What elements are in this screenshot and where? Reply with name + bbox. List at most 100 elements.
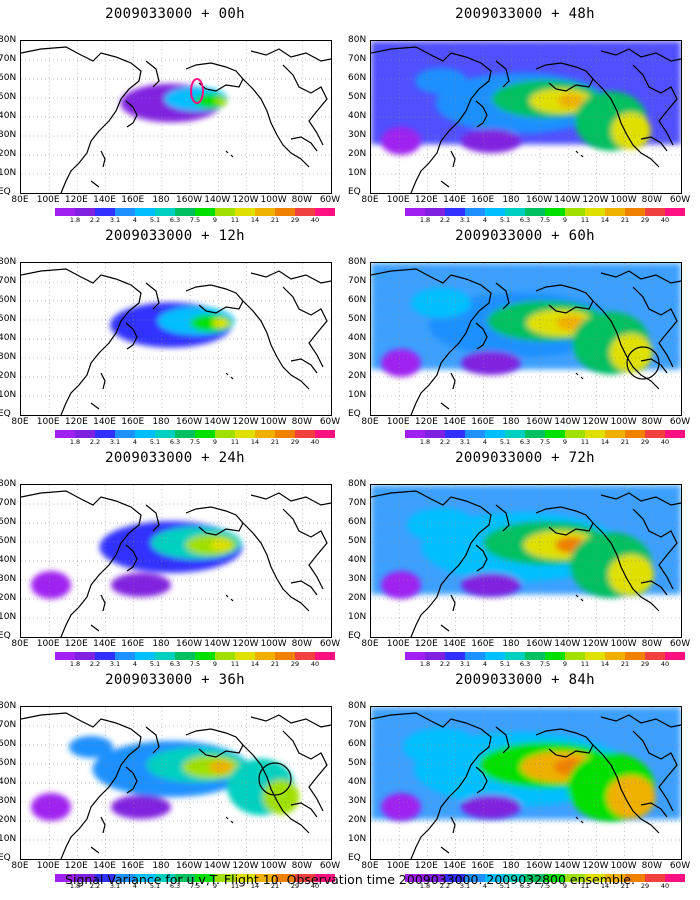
panel-title: 2009033000 + 12h	[105, 228, 245, 244]
colorbar-swatch	[665, 430, 685, 438]
latitude-label: 80N	[0, 701, 17, 711]
colorbar-labels: 1.8 2.2 3.1 4 5.1 6.3 7.5 9 11 14 21 29 40	[55, 216, 319, 226]
variance-map	[370, 484, 682, 638]
colorbar-labels: 1.8 2.2 3.1 4 5.1 6.3 7.5 9 11 14 21 29 40	[405, 660, 669, 670]
colorbar-swatch	[55, 874, 75, 882]
coastline	[600, 714, 681, 728]
coastline	[632, 64, 678, 146]
coastline	[225, 150, 234, 158]
colorbar-swatch	[565, 430, 585, 438]
latitude-label: EQ	[0, 409, 11, 419]
latitude-label: 20N	[0, 371, 17, 381]
colorbar-swatch	[445, 430, 465, 438]
latitude-label: 10N	[0, 612, 17, 622]
latitude-label: 50N	[348, 536, 367, 546]
variance-contour	[611, 112, 651, 150]
latitude-label: 70N	[0, 54, 17, 64]
longitude-label: 100E	[36, 861, 60, 871]
colorbar-label: 9	[562, 882, 568, 890]
latitude-label: 80N	[0, 35, 17, 45]
latitude-label: 40N	[348, 111, 367, 121]
latitude-label: 30N	[348, 130, 367, 140]
colorbar-label: 9	[212, 216, 218, 224]
colorbar-label: 29	[640, 216, 650, 224]
longitude-label: 60W	[669, 639, 691, 649]
colorbar-label: 21	[270, 882, 280, 890]
colorbar-swatch	[665, 208, 685, 216]
colorbar	[55, 430, 335, 438]
latitude-label: EQ	[348, 409, 361, 419]
colorbar-label: 21	[270, 438, 280, 446]
colorbar-swatch	[235, 874, 255, 882]
colorbar-swatch	[255, 430, 275, 438]
colorbar-label: 7.5	[539, 660, 551, 668]
colorbar-label: 6.3	[169, 216, 181, 224]
colorbar-swatch	[405, 430, 425, 438]
colorbar-swatch	[315, 430, 335, 438]
colorbar-label: 1.8	[69, 438, 81, 446]
panel-title: 2009033000 + 60h	[455, 228, 595, 244]
coastline	[632, 508, 678, 590]
colorbar-label: 4	[482, 438, 488, 446]
colorbar-label: 21	[620, 660, 630, 668]
colorbar-label: 9	[562, 438, 568, 446]
colorbar-swatch	[275, 874, 295, 882]
coastline	[371, 712, 492, 859]
longitude-label: 80E	[361, 639, 379, 649]
longitude-label: 180	[152, 639, 170, 649]
map-panel: 2009033000 + 36h 80N 70N 60N 50N 40N 30N 20N 10N…	[0, 666, 350, 890]
longitude-label: 180	[502, 417, 520, 427]
colorbar-swatch	[115, 430, 135, 438]
coastline	[640, 136, 668, 152]
colorbar-swatch	[295, 208, 315, 216]
longitude-label: 60W	[319, 861, 341, 871]
latitude-label: EQ	[348, 187, 361, 197]
longitude-label: 140E	[443, 195, 466, 205]
colorbar-label: 29	[290, 882, 300, 890]
map-panel: 2009033000 + 48h 80N 70N 60N 50N 40N 30N 20N 10N…	[348, 0, 700, 224]
colorbar-label: 29	[290, 216, 300, 224]
colorbar-label: 21	[620, 438, 630, 446]
variance-contour	[381, 127, 421, 155]
coastline	[495, 60, 510, 88]
colorbar-swatch	[405, 874, 425, 882]
longitude-label: 100E	[386, 861, 410, 871]
colorbar-swatch	[175, 430, 195, 438]
colorbar-swatch	[425, 652, 445, 660]
latitude-label: 60N	[348, 517, 367, 527]
longitude-label: 140W	[554, 417, 581, 427]
colorbar-label: 9	[562, 216, 568, 224]
variance-map	[370, 706, 682, 860]
colorbar-label: 4	[132, 216, 138, 224]
colorbar-label: 5.1	[499, 438, 511, 446]
longitude-label: 100W	[260, 861, 287, 871]
colorbar-label: 9	[212, 882, 218, 890]
coastline	[600, 270, 681, 284]
colorbar-label: 21	[620, 216, 630, 224]
variance-contour	[461, 795, 521, 819]
variance-contour	[557, 94, 585, 108]
variance-map	[20, 262, 332, 416]
longitude-label: 180	[502, 195, 520, 205]
coastline	[185, 62, 310, 168]
latitude-label: 70N	[348, 276, 367, 286]
variance-contour	[31, 793, 71, 821]
colorbar-swatch	[565, 652, 585, 660]
colorbar-swatch	[665, 874, 685, 882]
coastline	[90, 594, 106, 632]
latitude-label: 80N	[0, 257, 17, 267]
latitude-label: 70N	[0, 498, 17, 508]
colorbar-label: 11	[230, 438, 240, 446]
colorbar-swatch	[445, 208, 465, 216]
latitude-label: 60N	[0, 517, 17, 527]
colorbar-label: 1.8	[419, 438, 431, 446]
variance-contour	[262, 779, 300, 815]
colorbar-label: 7.5	[189, 660, 201, 668]
colorbar-label: 11	[230, 660, 240, 668]
colorbar-label: 7.5	[189, 216, 201, 224]
coastline	[250, 714, 331, 728]
coastline	[575, 816, 584, 824]
colorbar-swatch	[425, 430, 445, 438]
coastline	[290, 358, 318, 374]
coastline	[145, 282, 160, 310]
